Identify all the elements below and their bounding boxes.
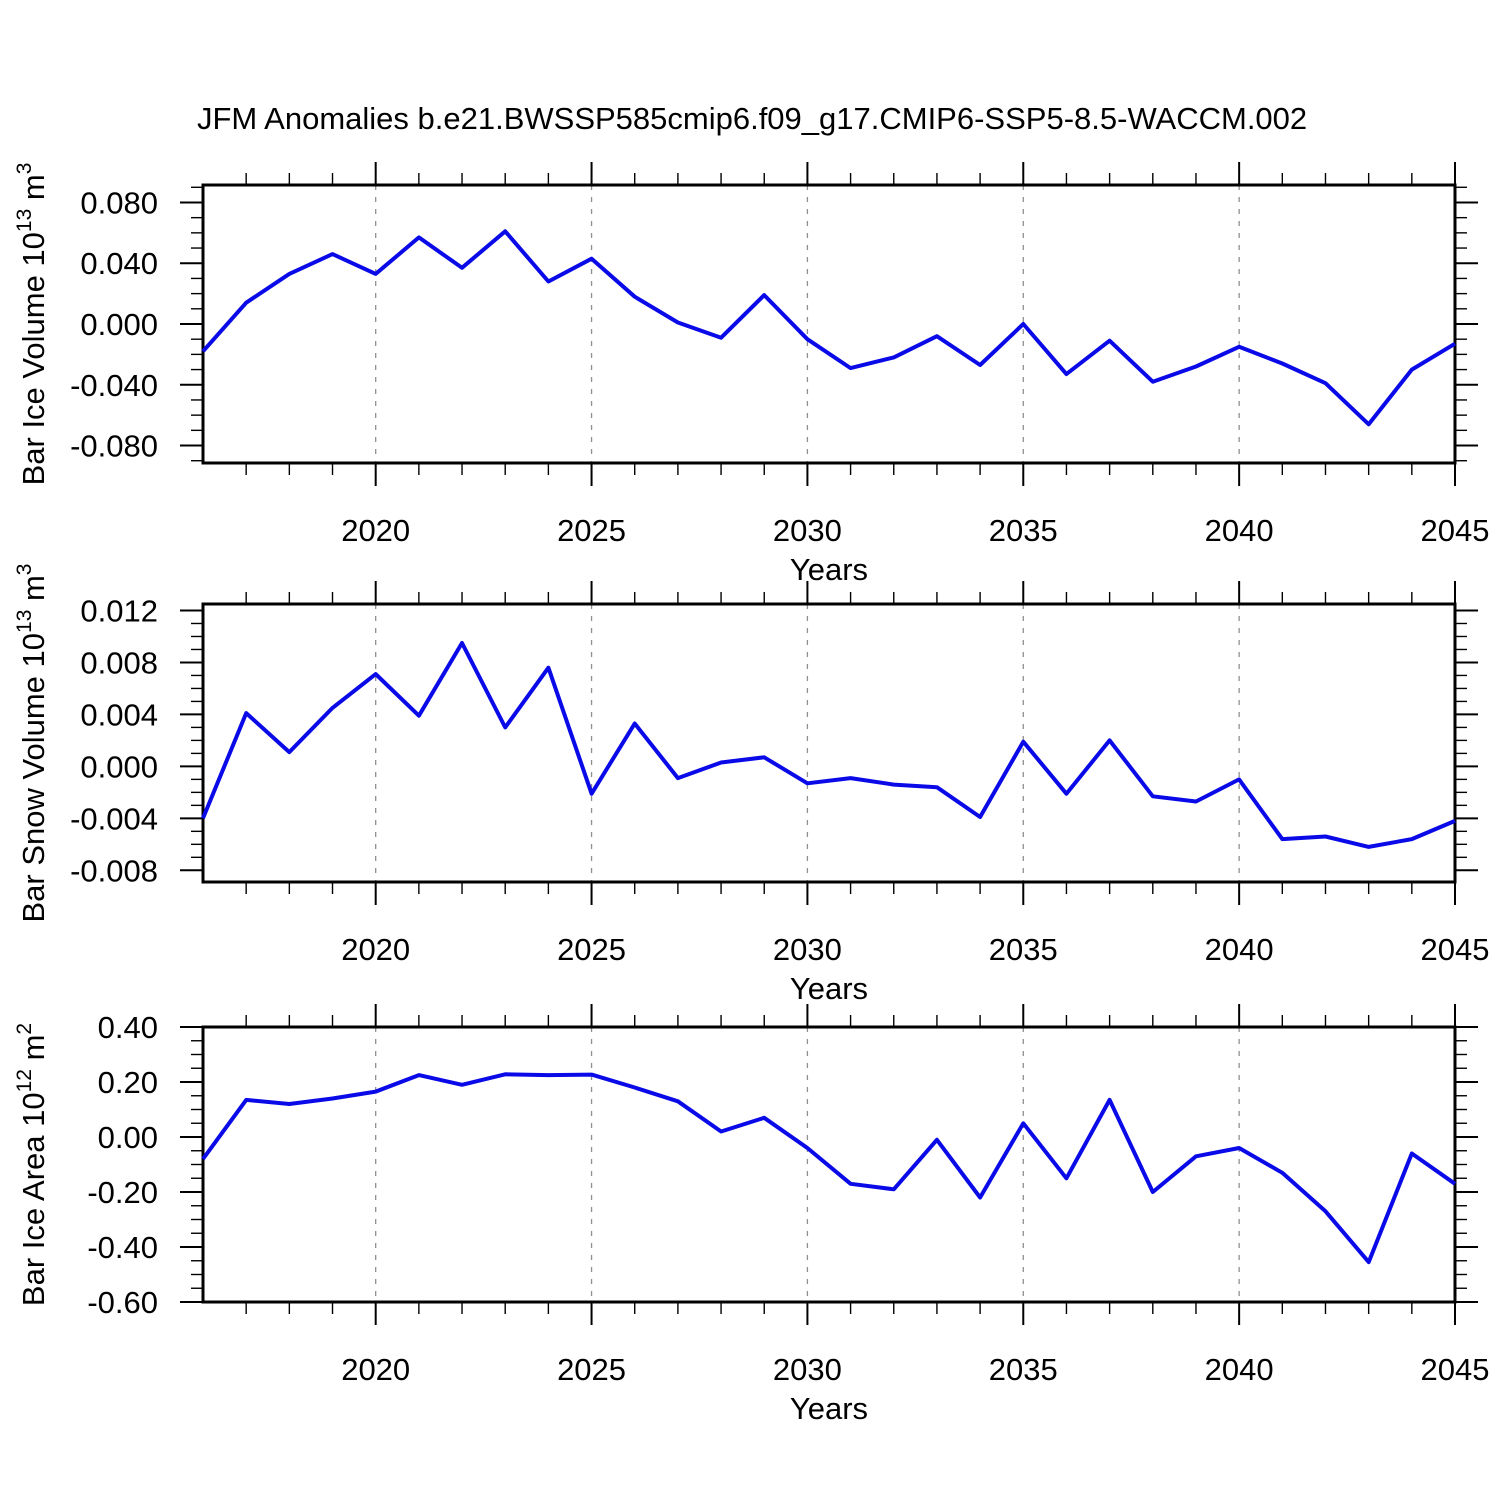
panel-bar-snow-volume: 0.012 0.008 0.004 0.000 -0.004 -0.008 2020 2025…	[13, 564, 1489, 1007]
data-line-bar-ice-area	[201, 1072, 1457, 1265]
y-tick-label: 0.40	[98, 1010, 158, 1045]
x-tick-label: 2040	[1205, 513, 1274, 548]
x-tick-label: 2045	[1421, 932, 1490, 967]
y-tick-label: -0.004	[70, 801, 158, 836]
panel-bar-ice-area: 0.40 0.20 0.00 -0.20 -0.40 -0.60 2020 2025 2030 2…	[13, 1004, 1489, 1426]
y-tick-label: 0.004	[80, 697, 158, 732]
y-tick-label: 0.080	[80, 185, 158, 220]
x-tick-label: 2025	[557, 932, 626, 967]
x-axis-title: Years	[790, 1391, 868, 1426]
x-tick-label: 2030	[773, 1352, 842, 1387]
x-tick-label: 2035	[989, 932, 1058, 967]
x-tick-label: 2025	[557, 1352, 626, 1387]
x-tick-label: 2020	[341, 513, 410, 548]
x-tick-label: 2025	[557, 513, 626, 548]
plot-box	[201, 1025, 1457, 1304]
figure-title: JFM Anomalies b.e21.BWSSP585cmip6.f09_g1…	[197, 101, 1308, 136]
x-tick-label: 2020	[341, 1352, 410, 1387]
y-tick-label: -0.20	[87, 1175, 158, 1210]
y-tick-label: -0.60	[87, 1285, 158, 1320]
y-axis-title: Bar Ice Volume 1013 m3	[13, 163, 51, 486]
y-tick-label: 0.040	[80, 246, 158, 281]
x-axis-title: Years	[790, 552, 868, 587]
x-tick-label: 2045	[1421, 513, 1490, 548]
x-tick-label: 2040	[1205, 1352, 1274, 1387]
y-tick-label: -0.040	[70, 368, 158, 403]
x-tick-label: 2035	[989, 513, 1058, 548]
data-line-bar-snow-volume	[201, 641, 1456, 849]
panel-bar-ice-volume: 0.080 0.040 0.000 -0.040 -0.080 2020 2025 2030 2…	[13, 162, 1489, 587]
y-axis-title: Bar Ice Area 1012 m2	[13, 1023, 51, 1306]
y-tick-label: 0.000	[80, 749, 158, 784]
x-tick-label: 2040	[1205, 932, 1274, 967]
x-tick-label: 2035	[989, 1352, 1058, 1387]
plot-box	[201, 183, 1457, 465]
y-tick-label: 0.000	[80, 307, 158, 342]
y-tick-label: 0.00	[98, 1120, 158, 1155]
x-tick-label: 2030	[773, 932, 842, 967]
y-tick-label: -0.40	[87, 1230, 158, 1265]
y-tick-label: -0.008	[70, 853, 158, 888]
x-tick-label: 2045	[1421, 1352, 1490, 1387]
y-tick-label: 0.012	[80, 593, 158, 628]
y-tick-label: 0.008	[80, 645, 158, 680]
data-line-bar-ice-volume	[201, 229, 1457, 427]
x-axis-title: Years	[790, 971, 868, 1006]
y-tick-label: -0.080	[70, 429, 158, 464]
x-tick-label: 2020	[341, 932, 410, 967]
x-tick-label: 2030	[773, 513, 842, 548]
y-axis-title: Bar Snow Volume 1013 m3	[13, 564, 51, 923]
plot-box	[201, 602, 1457, 884]
y-tick-label: 0.20	[98, 1065, 158, 1100]
